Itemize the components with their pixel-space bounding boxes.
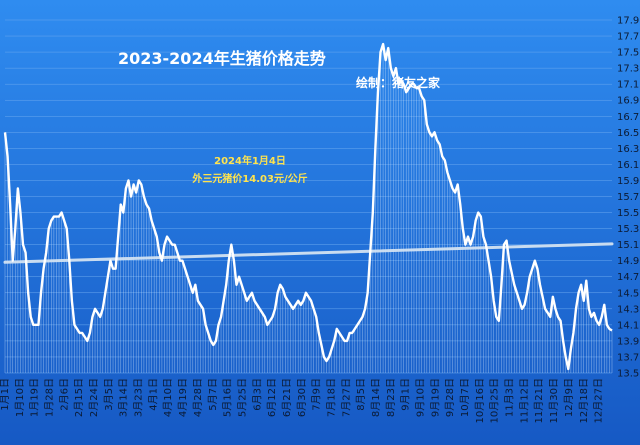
x-tick-label: 9月10日: [415, 378, 427, 417]
x-tick-label: 3月5日: [103, 378, 115, 411]
x-tick-label: 2月15日: [73, 378, 85, 417]
x-tick-label: 2月6日: [58, 378, 70, 411]
x-tick-label: 8月23日: [385, 378, 397, 417]
x-tick-label: 1月10日: [14, 378, 26, 417]
y-tick-label: 15.9: [617, 176, 639, 187]
x-tick-label: 3月23日: [133, 378, 145, 417]
x-tick-label: 1月19日: [29, 378, 41, 417]
x-tick-label: 8月5日: [355, 378, 367, 411]
x-tick-label: 1月1日: [0, 378, 11, 411]
x-tick-label: 5月16日: [222, 378, 234, 417]
y-tick-label: 14.5: [617, 288, 639, 299]
y-tick-label: 15.1: [617, 240, 639, 251]
x-tick-label: 6月21日: [281, 378, 293, 417]
y-tick-label: 16.1: [617, 160, 639, 171]
chart-title: 2023-2024年生猪价格走势: [118, 49, 326, 68]
x-tick-label: 8月14日: [370, 378, 382, 417]
chart-subtitle: 绘制：猪友之家: [356, 75, 441, 90]
y-tick-label: 17.3: [617, 64, 639, 75]
x-tick-label: 4月1日: [147, 378, 159, 411]
x-tick-label: 10月7日: [459, 378, 471, 417]
trend-line: [3, 242, 614, 264]
x-tick-labels: 1月1日 1月10日 1月19日 1月28日 2月6日 2月15日 2月24日 3月5日 3月1…: [0, 378, 605, 423]
x-tick-label: 9月1日: [400, 378, 412, 411]
x-tick-label: 6月12日: [266, 378, 278, 417]
series-line-price: [3, 42, 613, 371]
x-tick-label: 6月30日: [296, 378, 308, 417]
x-tick-label: 9月28日: [444, 378, 456, 417]
y-tick-label: 13.9: [617, 336, 639, 347]
x-tick-label: 4月19日: [177, 378, 189, 417]
x-tick-label: 7月9日: [311, 378, 323, 411]
x-tick-label: 10月16日: [474, 378, 486, 423]
x-tick-label: 11月30日: [548, 378, 560, 423]
x-tick-label: 10月25日: [489, 378, 501, 423]
x-tick-label: 11月12日: [518, 378, 530, 423]
x-tick-label: 9月19日: [429, 378, 441, 417]
x-tick-label: 5月7日: [207, 378, 219, 411]
x-tick-label: 11月21日: [533, 378, 545, 423]
x-tick-label: 3月14日: [118, 378, 130, 417]
x-tick-label: 12月27日: [593, 378, 605, 423]
x-tick-label: 4月28日: [192, 378, 204, 417]
y-tick-label: 17.7: [617, 32, 639, 43]
y-tick-label: 15.3: [617, 224, 639, 235]
x-tick-label: 7月18日: [326, 378, 338, 417]
y-tick-label: 13.5: [617, 369, 639, 380]
y-tick-label: 16.7: [617, 112, 639, 123]
y-tick-label: 14.3: [617, 304, 639, 315]
x-tick-label: 12月9日: [563, 378, 575, 417]
y-tick-labels: 17.9 17.7 17.5 17.3 17.1 16.9 16.7 16.5 16.3 16.1…: [617, 16, 639, 380]
annotation-price: 外三元猪价14.03元/公斤: [191, 172, 307, 185]
y-tick-label: 14.1: [617, 320, 639, 331]
annotation-date: 2024年1月4日: [214, 154, 286, 167]
y-tick-label: 15.5: [617, 208, 639, 219]
y-tick-label: 15.7: [617, 192, 639, 203]
y-tick-label: 16.5: [617, 128, 639, 139]
y-tick-label: 16.3: [617, 144, 639, 155]
x-tick-label: 6月3日: [251, 378, 263, 411]
x-tick-label: 5月25日: [236, 378, 248, 417]
x-tick-label: 4月10日: [162, 378, 174, 417]
y-tick-label: 13.7: [617, 352, 639, 363]
y-tick-label: 17.9: [617, 16, 639, 27]
x-tick-label: 12月18日: [578, 378, 590, 423]
y-tick-label: 16.9: [617, 96, 639, 107]
x-tick-label: 7月27日: [340, 378, 352, 417]
x-tick-label: 2月24日: [88, 378, 100, 417]
y-tick-label: 14.9: [617, 256, 639, 267]
y-tick-label: 14.7: [617, 272, 639, 283]
trend-line-group: [3, 242, 614, 264]
x-tick-label: 1月28日: [44, 378, 56, 417]
y-tick-label: 17.1: [617, 80, 639, 91]
x-tick-label: 11月3日: [504, 378, 516, 417]
y-tick-label: 17.5: [617, 48, 639, 59]
series-group: [3, 42, 613, 373]
